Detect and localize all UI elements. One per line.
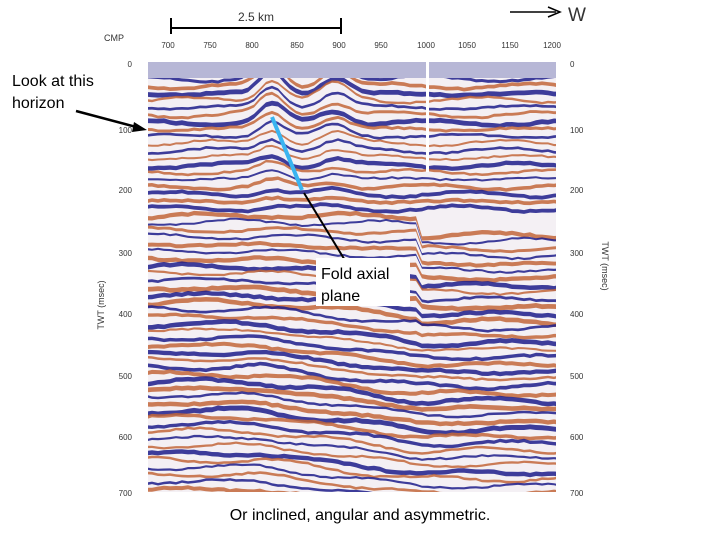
twt-tick-label: 300 — [119, 249, 133, 258]
seismic-reflector — [148, 349, 556, 377]
cmp-tick-label: 950 — [374, 41, 388, 50]
cmp-tick-label: 1050 — [458, 41, 476, 50]
scale-label: 2.5 km — [238, 10, 274, 24]
seismic-reflector — [148, 319, 556, 349]
horizon-note: horizon — [12, 95, 64, 112]
seismic-reflector — [148, 261, 556, 291]
horizon-pointer — [75, 109, 141, 130]
direction-label: W — [568, 5, 586, 26]
seismic-reflector — [148, 202, 556, 214]
seismic-reflector — [148, 341, 556, 369]
seismic-reflector — [148, 217, 556, 246]
seismic-reflector — [148, 391, 556, 419]
seismic-reflector — [148, 159, 556, 177]
caption: Or inclined, angular and asymmetric. — [230, 507, 491, 524]
seismic-reflector — [148, 79, 556, 105]
cmp-tick-label: 850 — [290, 41, 304, 50]
fold-note: Fold axial — [321, 266, 389, 283]
fold-note: plane — [321, 288, 360, 305]
twt-tick-label: 500 — [570, 372, 584, 381]
seismic-reflector — [148, 361, 556, 392]
seismic-reflector — [148, 290, 556, 319]
direction-arrowhead — [547, 6, 562, 18]
seismic-reflector — [148, 276, 556, 304]
twt-tick-label: 700 — [570, 489, 584, 498]
seismic-reflector — [148, 91, 556, 120]
seismic-reflector — [148, 485, 301, 492]
seismic-reflector — [148, 119, 556, 140]
seismic-reflector — [148, 399, 556, 427]
seismic-reflector — [148, 449, 556, 478]
seismic-reflector — [148, 305, 556, 333]
twt-tick-label: 0 — [128, 60, 133, 69]
twt-tick-label: 700 — [119, 489, 133, 498]
twt-tick-label: 400 — [570, 310, 584, 319]
seismic-reflector — [148, 405, 556, 436]
cmp-tick-label: 900 — [332, 41, 346, 50]
seismic-reflector — [148, 369, 556, 399]
cmp-tick-label: 800 — [245, 41, 259, 50]
seismic-reflector — [148, 327, 556, 352]
y-axis-right-label: TWT (msec) — [600, 241, 610, 290]
seismic-reflector — [148, 210, 556, 241]
seismic-reflector — [148, 356, 556, 382]
seismic-top-band — [148, 62, 556, 78]
seismic-reflector — [148, 144, 556, 162]
twt-tick-label: 500 — [119, 372, 133, 381]
seismic-reflector — [148, 413, 556, 441]
twt-tick-label: 0 — [570, 60, 575, 69]
seismic-reflector — [148, 176, 556, 192]
seismic-reflector — [148, 169, 556, 182]
seismic-reflector — [148, 110, 556, 133]
twt-tick-label: 400 — [119, 310, 133, 319]
seismic-reflector — [148, 419, 556, 449]
seismic-reflector — [148, 376, 556, 407]
seismic-reflector — [148, 297, 556, 327]
seismic-reflector — [148, 138, 556, 156]
seismic-reflector — [148, 455, 556, 484]
cmp-tick-label: 1150 — [501, 41, 519, 50]
seismic-reflector — [148, 154, 556, 171]
seismic-reflector — [148, 85, 556, 111]
seismic-reflector — [148, 225, 556, 254]
seismic-reflector — [148, 247, 556, 274]
horizon-note: Look at this — [12, 73, 94, 90]
seismic-gap — [426, 62, 429, 172]
twt-tick-label: 200 — [119, 186, 133, 195]
seismic-reflector — [148, 426, 556, 455]
seismic-reflector — [148, 68, 556, 99]
seismic-reflector — [148, 385, 556, 412]
seismic-reflector — [148, 471, 556, 492]
seismic-reflector — [148, 255, 556, 283]
cmp-label: CMP — [104, 33, 124, 43]
cmp-tick-label: 700 — [161, 41, 175, 50]
twt-tick-label: 100 — [570, 126, 584, 135]
fold-pointer — [303, 192, 347, 263]
seismic-reflector — [148, 269, 556, 296]
seismic-reflector — [148, 312, 556, 340]
cmp-tick-label: 1200 — [543, 41, 561, 50]
seismic-reflector — [148, 195, 556, 206]
twt-tick-label: 300 — [570, 249, 584, 258]
horizon-arrowhead — [132, 122, 147, 132]
axial-plane-line — [270, 116, 304, 191]
seismic-reflector — [148, 434, 556, 461]
cmp-tick-label: 750 — [203, 41, 217, 50]
twt-tick-label: 100 — [119, 126, 133, 135]
twt-tick-label: 600 — [119, 433, 133, 442]
twt-tick-label: 200 — [570, 186, 584, 195]
seismic-reflector — [148, 232, 556, 261]
seismic-reflector — [148, 185, 556, 200]
seismic-reflector — [148, 241, 556, 268]
seismic-reflector — [148, 100, 556, 129]
fold-note-box — [316, 258, 410, 306]
twt-tick-label: 600 — [570, 433, 584, 442]
y-axis-left-label: TWT (msec) — [96, 280, 106, 329]
cmp-tick-label: 1000 — [417, 41, 435, 50]
seismic-reflector — [148, 478, 373, 492]
